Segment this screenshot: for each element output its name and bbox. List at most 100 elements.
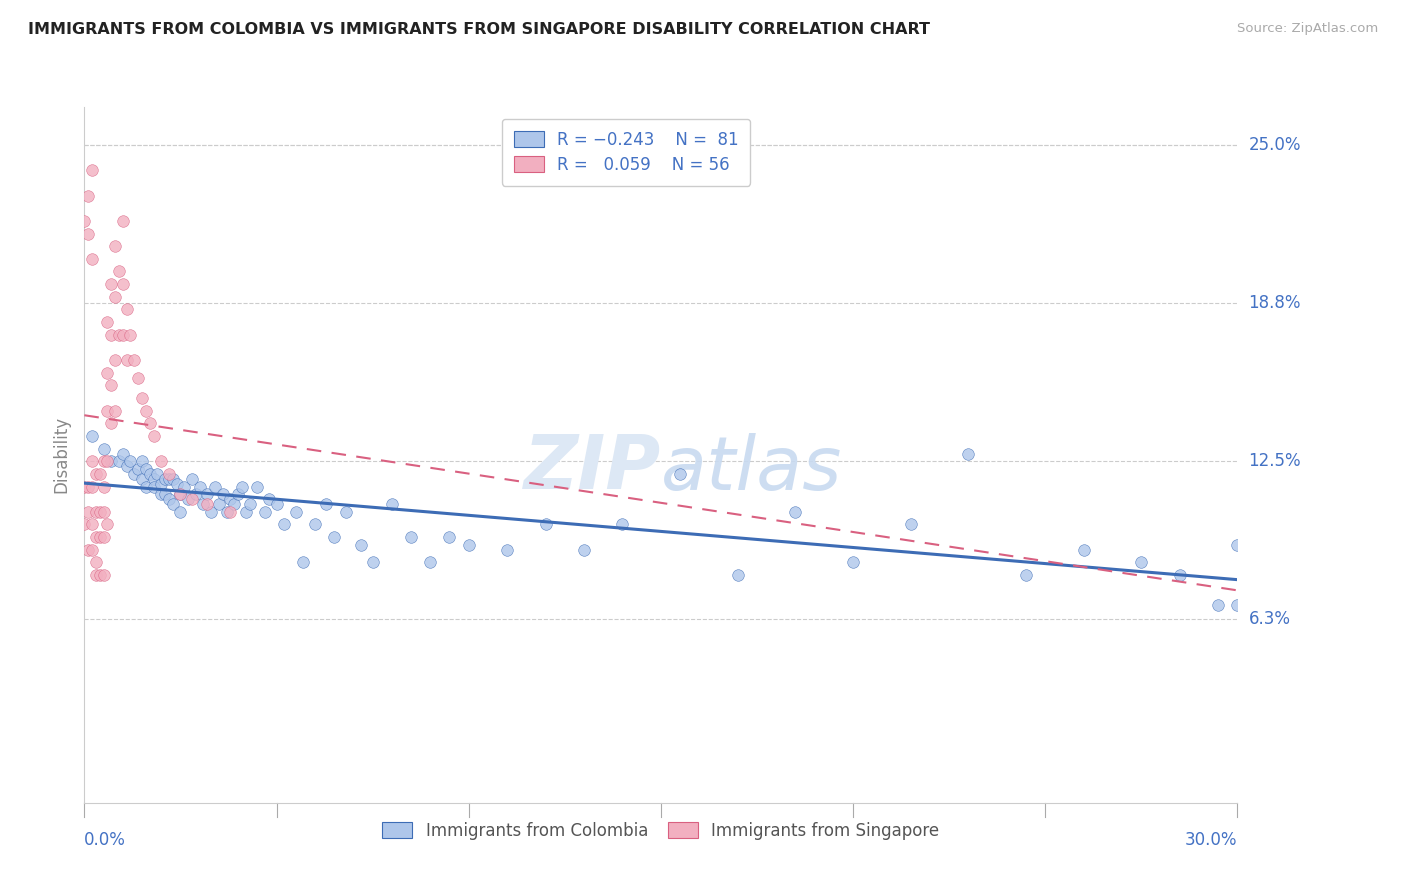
Point	[115, 302, 138, 317]
Point	[215, 505, 238, 519]
Point	[80, 542, 103, 557]
Point	[239, 497, 262, 511]
Point	[77, 479, 100, 493]
Point	[169, 487, 191, 501]
Point	[150, 487, 173, 501]
Text: IMMIGRANTS FROM COLOMBIA VS IMMIGRANTS FROM SINGAPORE DISABILITY CORRELATION CHA: IMMIGRANTS FROM COLOMBIA VS IMMIGRANTS F…	[28, 22, 931, 37]
Point	[138, 417, 160, 431]
Point	[842, 556, 865, 570]
Point	[100, 327, 122, 342]
Point	[169, 505, 191, 519]
Point	[142, 472, 165, 486]
Point	[108, 327, 131, 342]
Point	[108, 264, 131, 278]
Point	[80, 517, 103, 532]
Point	[84, 467, 107, 481]
Point	[957, 447, 980, 461]
Point	[77, 505, 100, 519]
Text: 0.0%: 0.0%	[84, 830, 127, 848]
Point	[785, 505, 807, 519]
Point	[1015, 568, 1038, 582]
Point	[1168, 568, 1191, 582]
Point	[292, 556, 315, 570]
Point	[131, 472, 153, 486]
Point	[108, 454, 131, 468]
Point	[208, 497, 231, 511]
Point	[200, 505, 222, 519]
Point	[93, 442, 115, 456]
Point	[77, 542, 100, 557]
Point	[153, 472, 176, 486]
Point	[84, 568, 107, 582]
Point	[534, 517, 557, 532]
Point	[100, 454, 122, 468]
Point	[111, 214, 134, 228]
Point	[273, 517, 295, 532]
Point	[224, 497, 246, 511]
Point	[96, 517, 118, 532]
Point	[80, 454, 103, 468]
Point	[146, 467, 169, 481]
Point	[900, 517, 922, 532]
Point	[157, 472, 180, 486]
Legend: Immigrants from Colombia, Immigrants from Singapore: Immigrants from Colombia, Immigrants fro…	[375, 815, 946, 847]
Point	[1073, 542, 1095, 557]
Point	[77, 188, 100, 202]
Text: 12.5%: 12.5%	[1249, 452, 1301, 470]
Point	[188, 479, 211, 493]
Point	[93, 568, 115, 582]
Point	[120, 327, 142, 342]
Point	[89, 530, 111, 544]
Point	[100, 378, 122, 392]
Point	[727, 568, 749, 582]
Point	[219, 492, 242, 507]
Point	[138, 467, 160, 481]
Point	[104, 290, 127, 304]
Point	[162, 497, 184, 511]
Point	[284, 505, 307, 519]
Point	[1206, 599, 1229, 613]
Point	[100, 417, 122, 431]
Point	[246, 479, 269, 493]
Point	[193, 497, 215, 511]
Point	[96, 366, 118, 380]
Point	[111, 447, 134, 461]
Point	[169, 487, 191, 501]
Text: 18.8%: 18.8%	[1249, 294, 1301, 312]
Point	[253, 505, 276, 519]
Point	[204, 479, 226, 493]
Point	[399, 530, 422, 544]
Text: atlas: atlas	[661, 433, 842, 505]
Point	[162, 472, 184, 486]
Point	[131, 391, 153, 405]
Point	[104, 239, 127, 253]
Text: 30.0%: 30.0%	[1185, 830, 1237, 848]
Point	[96, 403, 118, 417]
Point	[211, 487, 233, 501]
Point	[496, 542, 519, 557]
Point	[350, 538, 373, 552]
Point	[89, 568, 111, 582]
Point	[157, 467, 180, 481]
Point	[612, 517, 634, 532]
Point	[173, 479, 195, 493]
Point	[80, 429, 103, 443]
Point	[124, 353, 146, 368]
Point	[135, 403, 157, 417]
Text: Source: ZipAtlas.com: Source: ZipAtlas.com	[1237, 22, 1378, 36]
Point	[439, 530, 461, 544]
Point	[89, 505, 111, 519]
Point	[135, 479, 157, 493]
Point	[257, 492, 280, 507]
Point	[184, 487, 207, 501]
Point	[96, 454, 118, 468]
Point	[77, 227, 100, 241]
Point	[231, 479, 253, 493]
Point	[153, 487, 176, 501]
Point	[572, 542, 595, 557]
Point	[177, 492, 200, 507]
Point	[104, 353, 127, 368]
Point	[1226, 538, 1249, 552]
Point	[111, 277, 134, 292]
Point	[361, 556, 384, 570]
